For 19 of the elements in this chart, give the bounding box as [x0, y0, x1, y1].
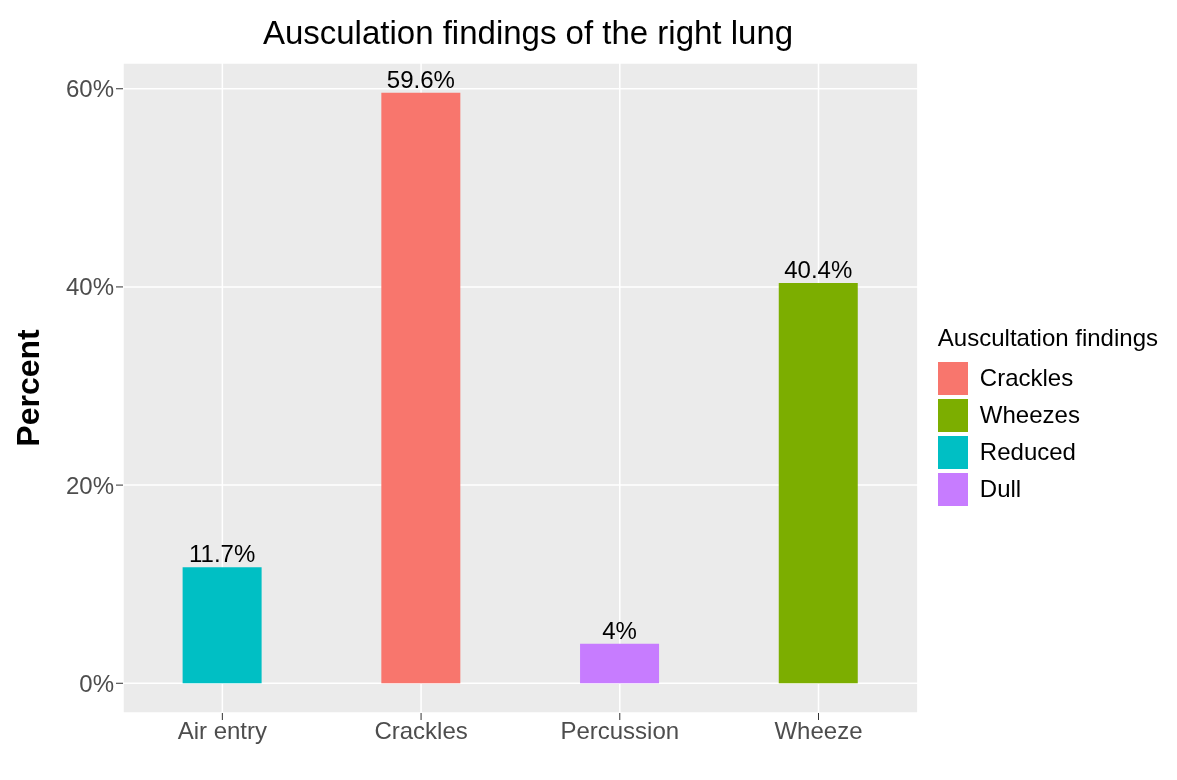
data-label: 59.6% — [386, 65, 455, 93]
legend-label: Wheezes — [979, 401, 1080, 429]
x-tick-label: Percussion — [560, 717, 680, 745]
y-tick-label: 0% — [79, 669, 114, 697]
y-tick-label: 60% — [65, 75, 114, 103]
data-label: 40.4% — [784, 255, 853, 283]
y-tick-label: 20% — [65, 471, 114, 499]
legend-label: Reduced — [979, 438, 1076, 466]
data-label: 4% — [602, 616, 637, 644]
y-axis-title: Percent — [10, 328, 47, 447]
chart-title: Ausculation findings of the right lung — [261, 13, 795, 53]
legend-title: Auscultation findings — [937, 323, 1158, 352]
x-tick-label: Crackles — [374, 717, 468, 745]
legend-label: Crackles — [979, 364, 1074, 392]
y-tick-label: 40% — [65, 273, 114, 301]
legend-label: Dull — [979, 475, 1022, 503]
x-tick-label: Air entry — [177, 717, 268, 745]
x-tick-label: Wheeze — [774, 717, 863, 745]
data-label: 11.7% — [188, 540, 256, 568]
